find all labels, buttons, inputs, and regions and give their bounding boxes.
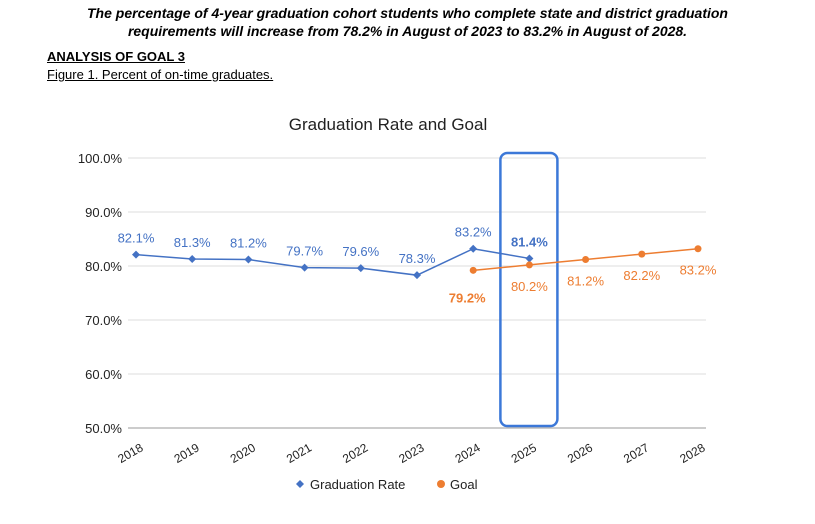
data-label: 81.2% <box>230 236 267 251</box>
data-point <box>413 271 421 280</box>
goal-line-1: The percentage of 4-year graduation coho… <box>87 5 728 21</box>
x-tick-label: 2024 <box>453 440 483 466</box>
data-point <box>132 250 140 259</box>
data-point <box>694 245 702 253</box>
section-title: ANALYSIS OF GOAL 3 <box>47 49 185 64</box>
y-tick-label: 60.0% <box>85 367 122 382</box>
y-tick-label: 70.0% <box>85 313 122 328</box>
data-label: 79.2% <box>449 290 486 305</box>
data-point <box>525 261 533 269</box>
data-label: 83.2% <box>455 225 492 240</box>
figure-caption: Figure 1. Percent of on-time graduates. <box>47 67 274 82</box>
y-tick-label: 80.0% <box>85 259 122 274</box>
goal-line-2: requirements will increase from 78.2% in… <box>127 23 688 39</box>
y-tick-label: 90.0% <box>85 205 122 220</box>
x-tick-label: 2023 <box>396 440 426 466</box>
x-tick-label: 2019 <box>172 440 202 466</box>
data-point <box>244 255 253 264</box>
data-label: 81.3% <box>174 235 211 250</box>
data-point <box>525 254 534 263</box>
x-tick-label: 2022 <box>340 440 370 466</box>
x-tick-label: 2028 <box>677 440 707 466</box>
data-label: 83.2% <box>680 263 717 278</box>
x-tick-label: 2025 <box>509 440 539 466</box>
data-point <box>638 250 646 258</box>
data-label: 79.7% <box>286 244 323 259</box>
legend-marker-goal <box>437 480 445 488</box>
x-tick-label: 2021 <box>284 440 314 466</box>
data-label: 82.1% <box>118 231 155 246</box>
series-line-0 <box>135 247 530 276</box>
data-point <box>188 254 197 263</box>
data-label: 78.3% <box>399 251 436 266</box>
legend-label: Graduation Rate <box>310 477 405 492</box>
x-tick-label: 2018 <box>115 440 145 466</box>
data-label: 82.2% <box>623 268 660 283</box>
data-label: 81.4% <box>511 234 548 249</box>
y-tick-label: 100.0% <box>78 151 123 166</box>
data-point <box>469 266 477 274</box>
x-tick-label: 2027 <box>621 440 651 466</box>
goal-statement: The percentage of 4-year graduation coho… <box>0 4 815 40</box>
legend-marker-graduation-rate <box>296 480 304 488</box>
x-tick-label: 2026 <box>565 440 595 466</box>
data-point <box>356 264 365 273</box>
legend-label: Goal <box>450 477 478 492</box>
y-tick-label: 50.0% <box>85 421 122 436</box>
data-point <box>582 256 590 264</box>
x-tick-label: 2020 <box>228 440 258 466</box>
chart-title: Graduation Rate and Goal <box>289 115 487 134</box>
data-label: 79.6% <box>342 244 379 259</box>
data-point <box>469 244 478 253</box>
highlight-box <box>499 151 559 428</box>
data-label: 80.2% <box>511 279 548 294</box>
data-label: 81.2% <box>567 274 604 289</box>
data-point <box>300 263 309 272</box>
